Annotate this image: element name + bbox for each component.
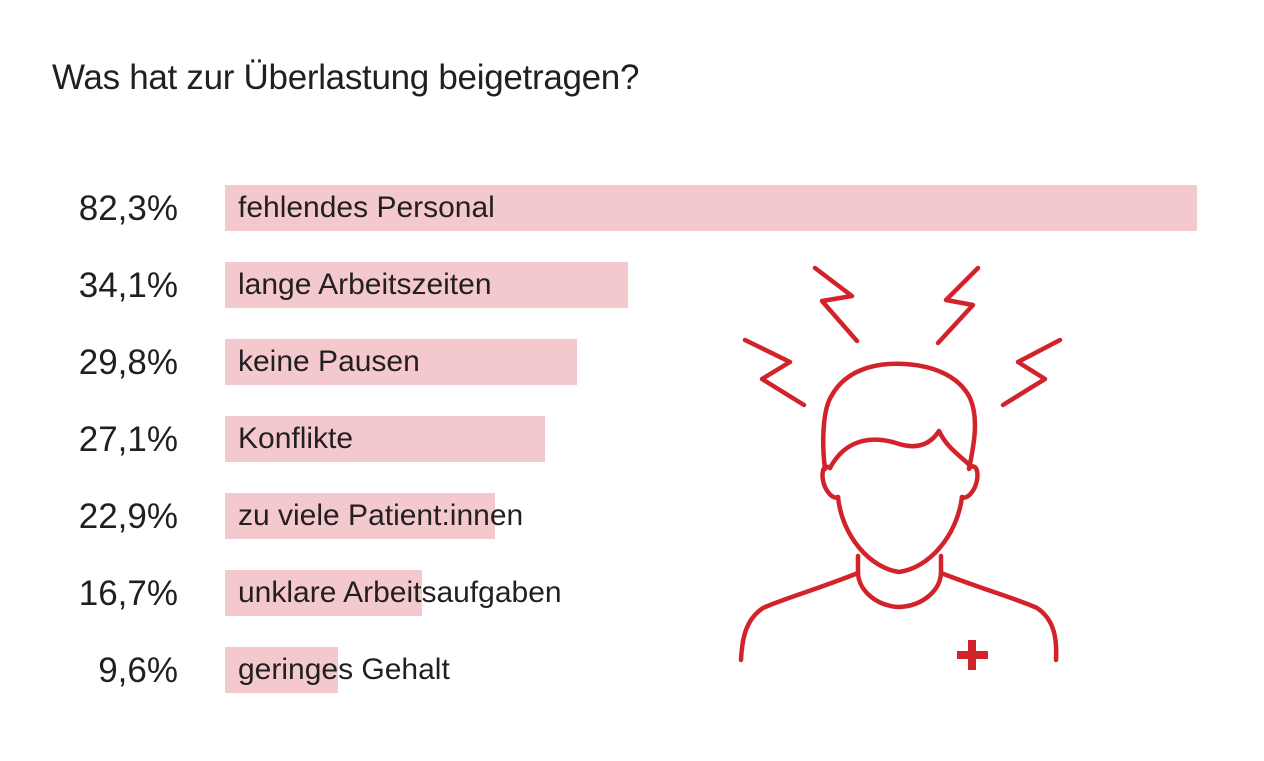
- bar: [225, 647, 338, 693]
- value-label: 29,8%: [78, 343, 178, 382]
- category-label: lange Arbeitszeiten: [238, 268, 492, 301]
- bar: [225, 416, 545, 462]
- value-label: 27,1%: [78, 420, 178, 459]
- chart-title: Was hat zur Überlastung beigetragen?: [52, 58, 640, 97]
- bar-row: 29,8% keine Pausen: [0, 339, 1264, 387]
- category-label: Konflikte: [238, 422, 354, 455]
- value-label: 34,1%: [78, 266, 178, 305]
- bar-row: 27,1% Konflikte: [0, 416, 1264, 464]
- bar: [225, 493, 495, 539]
- value-label: 22,9%: [78, 497, 178, 536]
- value-label: 16,7%: [78, 574, 178, 613]
- category-label: fehlendes Personal: [238, 191, 495, 224]
- category-label: unklare Arbeitsaufgaben: [238, 576, 562, 609]
- bar-row: 22,9% zu viele Patient:innen: [0, 493, 1264, 541]
- bar: [225, 570, 422, 616]
- value-label: 9,6%: [98, 651, 178, 690]
- bar: [225, 185, 1197, 231]
- value-label: 82,3%: [78, 189, 178, 228]
- category-label: geringes Gehalt: [238, 653, 450, 686]
- category-label: keine Pausen: [238, 345, 420, 378]
- bar-row: 16,7% unklare Arbeitsaufgaben: [0, 570, 1264, 618]
- category-label: zu viele Patient:innen: [238, 499, 524, 532]
- bar-row: 9,6% geringes Gehalt: [0, 647, 1264, 695]
- bar-row: 82,3% fehlendes Personal: [0, 185, 1264, 233]
- bar: [225, 262, 628, 308]
- bar: [225, 339, 577, 385]
- bar-row: 34,1% lange Arbeitszeiten: [0, 262, 1264, 310]
